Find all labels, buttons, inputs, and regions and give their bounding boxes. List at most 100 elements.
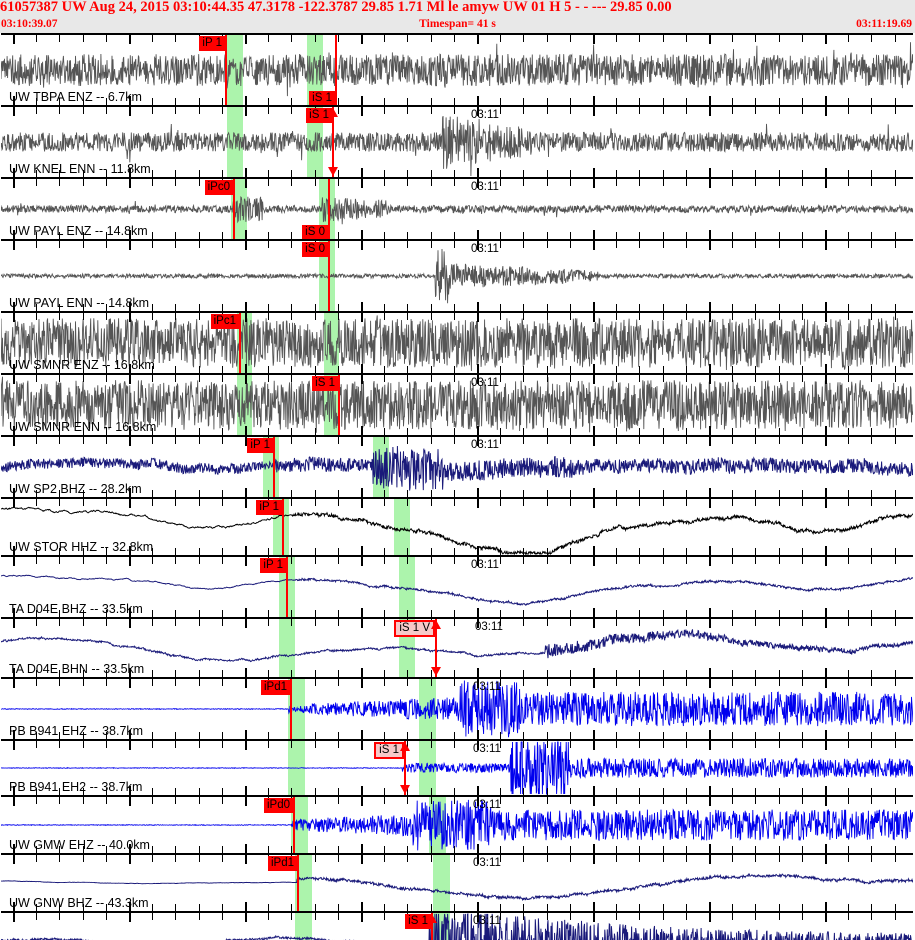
tick-mark	[59, 670, 60, 677]
tick-mark	[291, 788, 292, 795]
pick-label[interactable]: iP 1	[247, 438, 273, 453]
pick-line[interactable]	[233, 179, 235, 239]
pick-line[interactable]	[431, 913, 433, 940]
pick-line[interactable]	[328, 241, 330, 311]
trace-row[interactable]: iP 1 03:11 UW SP2 BHZ -- 28.2km	[1, 435, 913, 497]
trace-row[interactable]: iPc0 iS 0 03:11 UW PAYL ENZ -- 14.8km	[1, 177, 913, 239]
tick-mark	[384, 846, 385, 853]
trace-canvas[interactable]: iPc1	[1, 313, 913, 373]
trace-canvas[interactable]: iPc0 iS 0	[1, 179, 913, 239]
tick-mark	[755, 741, 756, 748]
pick-line[interactable]	[332, 107, 334, 177]
tick-mark	[523, 846, 524, 853]
pick-line[interactable]	[297, 855, 299, 911]
trace-row[interactable]: iS 1 V 03:11 TA D04E BHN -- 33.5km	[1, 617, 913, 677]
trace-canvas[interactable]: iPd0	[1, 797, 913, 853]
pick-label[interactable]: iP 1	[256, 500, 282, 515]
pick-line[interactable]	[293, 797, 295, 853]
trace-row[interactable]: iS 0 03:11 UW PAYL ENN -- 14.8km	[1, 239, 913, 311]
trace-canvas[interactable]: iS 1	[1, 107, 913, 177]
tick-mark	[825, 96, 827, 105]
trace-panel[interactable]: iP 1 iS 1 UW TBPA ENZ -- 6.7km iS 1 03:11 UW …	[0, 33, 915, 940]
tick-mark	[245, 107, 247, 116]
pick-label[interactable]: iS 0	[302, 225, 328, 239]
pick-label[interactable]: iS 1	[309, 91, 335, 105]
tick-mark	[779, 437, 780, 444]
tick-mark	[523, 548, 524, 555]
tick-mark	[338, 107, 339, 114]
tick-mark	[384, 670, 385, 677]
trace-row[interactable]: iPd0 03:11 UW GMW EHZ -- 40.0km	[1, 795, 913, 853]
trace-canvas[interactable]: iP 1	[1, 499, 913, 555]
pick-line[interactable]	[435, 619, 437, 677]
s-window-band	[227, 35, 243, 105]
pick-line[interactable]	[328, 179, 330, 239]
pick-line[interactable]	[404, 741, 406, 795]
tick-mark	[338, 313, 339, 320]
tick-mark	[755, 428, 756, 435]
tick-mark	[291, 499, 292, 506]
trace-row[interactable]: iP 1 03:11 TA D04E BHZ -- 33.5km	[1, 555, 913, 617]
pick-label[interactable]: iS 0	[302, 242, 328, 257]
trace-canvas[interactable]: iPd1	[1, 679, 913, 739]
trace-canvas[interactable]: iP 1	[1, 437, 913, 497]
waveform	[1, 116, 913, 177]
trace-canvas[interactable]: iS 1	[1, 741, 913, 795]
tick-mark	[802, 741, 803, 748]
tick-mark	[663, 732, 664, 739]
trace-row[interactable]: iPc1 UW SMNR ENZ -- 16.8km	[1, 311, 913, 373]
pick-line[interactable]	[239, 313, 241, 373]
pick-line[interactable]	[290, 679, 292, 739]
trace-canvas[interactable]: iS 1 V	[1, 619, 913, 677]
pick-label[interactable]: iPc0	[204, 180, 233, 195]
pick-label[interactable]: iS 1	[405, 914, 431, 929]
trace-row[interactable]: iP 1 UW STOR HHZ -- 32.8km	[1, 497, 913, 555]
trace-canvas[interactable]: iS 0	[1, 241, 913, 311]
pick-line[interactable]	[335, 35, 337, 105]
pick-label[interactable]: iS 1 V	[394, 620, 435, 637]
tick-mark	[848, 232, 849, 239]
pick-label[interactable]: iP 1	[260, 558, 286, 573]
pick-line[interactable]	[225, 35, 227, 105]
trace-row[interactable]: iS 1 03:11 UW SMNR ENN -- 16.8km	[1, 373, 913, 435]
tick-mark	[129, 797, 131, 806]
tick-mark	[106, 313, 107, 320]
time-ticks-bottom	[1, 230, 913, 239]
trace-canvas[interactable]: iS 1	[1, 913, 913, 940]
trace-row[interactable]: iPd1 03:11 PB B941 EHZ -- 38.7km	[1, 677, 913, 739]
tick-mark	[315, 35, 316, 42]
tick-mark	[338, 548, 339, 555]
tick-mark	[407, 170, 408, 177]
time-ticks-top	[1, 107, 913, 116]
tick-mark	[13, 679, 15, 688]
trace-row[interactable]: iS 1 03:11 UW KNEL ENN -- 11.8km	[1, 105, 913, 177]
tick-mark	[338, 610, 339, 617]
tick-mark	[36, 232, 37, 239]
trace-canvas[interactable]: iP 1 iS 1	[1, 35, 913, 105]
trace-canvas[interactable]: iPd1	[1, 855, 913, 911]
tick-mark	[802, 619, 803, 626]
tick-mark	[268, 98, 269, 105]
pick-label[interactable]: iP 1	[199, 36, 225, 51]
pick-label[interactable]: iPd0	[263, 798, 293, 813]
pick-label[interactable]: iS 1	[306, 108, 332, 123]
pick-line[interactable]	[282, 499, 284, 555]
tick-mark	[848, 855, 849, 862]
tick-mark	[593, 107, 595, 116]
tick-mark	[755, 35, 756, 42]
pick-line[interactable]	[273, 437, 275, 497]
trace-row[interactable]: iPd1 03:11 UW GNW BHZ -- 43.3km	[1, 853, 913, 911]
trace-row[interactable]: iS 1 03:11 PB B941 EH2 -- 38.7km	[1, 739, 913, 795]
trace-canvas[interactable]: iS 1	[1, 375, 913, 435]
pick-label[interactable]: iPd1	[267, 856, 297, 871]
trace-canvas[interactable]: iP 1	[1, 557, 913, 617]
pick-label[interactable]: iS 1	[312, 376, 338, 391]
pick-line[interactable]	[338, 375, 340, 435]
time-ticks-top	[1, 679, 913, 688]
trace-row[interactable]: iP 1 iS 1 UW TBPA ENZ -- 6.7km	[1, 33, 913, 105]
pick-label[interactable]: iPc1	[210, 314, 239, 329]
tick-mark	[871, 619, 872, 626]
pick-label[interactable]: iPd1	[260, 680, 290, 695]
pick-line[interactable]	[286, 557, 288, 617]
